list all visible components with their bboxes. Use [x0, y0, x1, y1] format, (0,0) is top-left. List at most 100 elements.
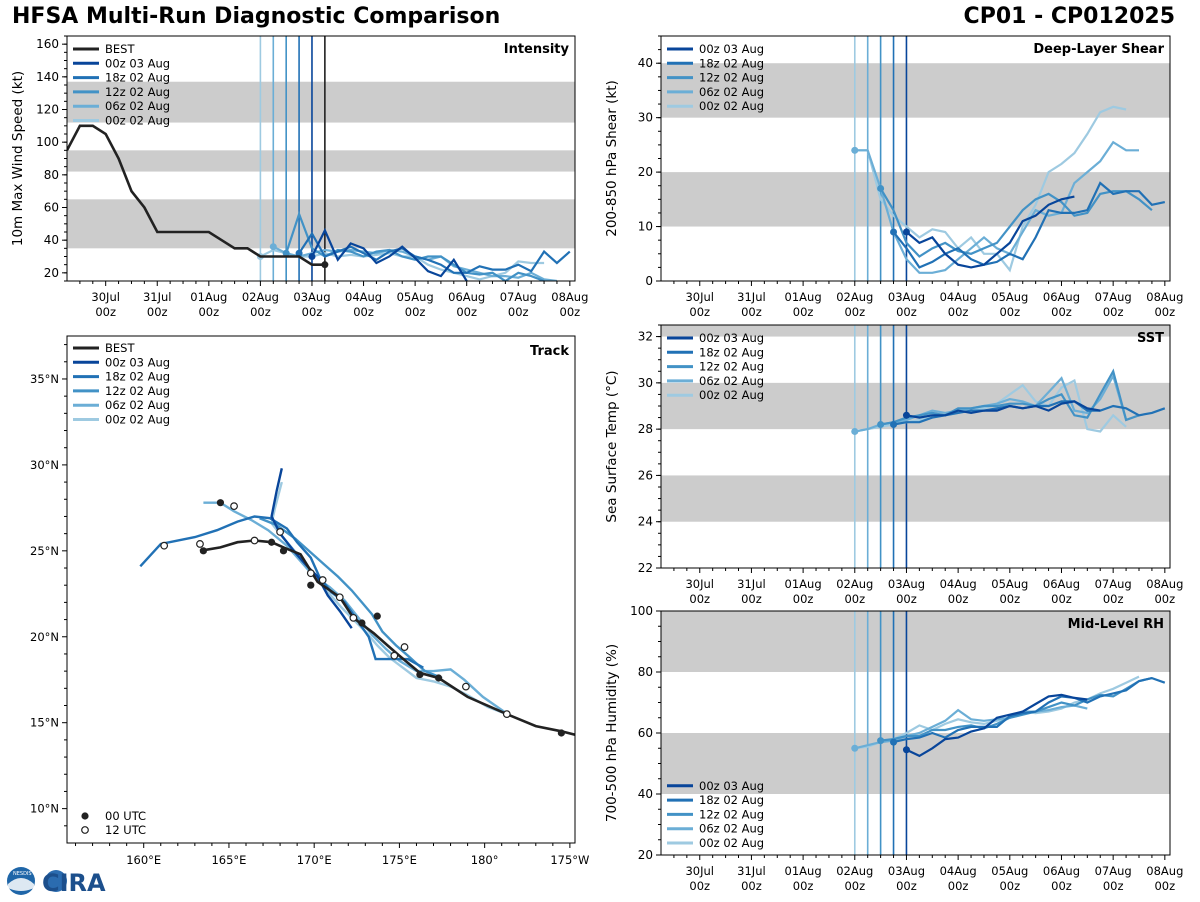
track-00utc-marker	[557, 729, 565, 737]
legend-label: 00z 02 Aug	[105, 114, 170, 128]
x-tick-label: 00z	[1103, 592, 1124, 606]
x-tick-label: 170°E	[297, 853, 332, 867]
series-group	[851, 368, 1166, 435]
x-tick-label: 31Jul	[737, 864, 766, 878]
y-axis-label: 10m Max Wind Speed (kt)	[10, 71, 26, 246]
track-line	[270, 481, 508, 716]
x-tick-label: 30Jul	[685, 864, 714, 878]
legend-label: 00z 03 Aug	[699, 331, 764, 345]
series-line	[892, 181, 1166, 269]
x-tick-label: 08Aug	[1146, 290, 1183, 304]
x-tick-label: 00z	[456, 305, 477, 319]
x-tick-label: 30Jul	[685, 577, 714, 591]
legend-label: 06z 02 Aug	[699, 374, 764, 388]
y-tick-label: 120	[36, 103, 59, 117]
x-tick-label: 30Jul	[91, 290, 120, 304]
x-tick-label: 00z	[793, 592, 814, 606]
y-tick-label: 10°N	[30, 802, 59, 816]
legend-label: 06z 02 Aug	[105, 398, 170, 412]
axes-frame	[66, 335, 576, 844]
x-tick-label: 00z	[793, 879, 814, 893]
x-tick-label: 00z	[844, 305, 865, 319]
legend-label: BEST	[105, 341, 135, 355]
x-tick-label: 02Aug	[836, 864, 873, 878]
y-tick-label: 30	[638, 376, 653, 390]
y-tick-label: 20	[638, 165, 653, 179]
panel-intensity: 2040608010012014016030Jul00z31Jul00z01Au…	[10, 35, 588, 319]
x-tick-label: 01Aug	[190, 290, 227, 304]
y-tick-label: 160	[36, 37, 59, 51]
track-00utc-marker	[279, 547, 288, 555]
track-00utc-marker	[416, 670, 424, 679]
series-line	[311, 227, 468, 281]
series-line	[906, 400, 1101, 419]
track-00utc-marker	[358, 619, 366, 627]
series-line	[854, 105, 1127, 273]
x-tick-label: 00z	[844, 879, 865, 893]
series-group	[851, 675, 1166, 758]
legend-12utc-marker	[81, 826, 89, 834]
series-start-marker	[890, 228, 898, 236]
x-tick-label: 00z	[999, 879, 1020, 893]
track-12utc-marker	[160, 541, 169, 550]
y-tick-label: 24	[638, 515, 653, 529]
y-tick-label: 30°N	[30, 458, 59, 472]
x-tick-label: 06Aug	[448, 290, 485, 304]
panel-rh: 2040608010030Jul00z31Jul00z01Aug00z02Aug…	[604, 604, 1183, 893]
series-start-marker	[851, 146, 859, 154]
x-tick-label: 07Aug	[1095, 290, 1132, 304]
y-tick-label: 40	[638, 56, 653, 70]
x-tick-label: 00z	[896, 305, 917, 319]
panel-title: Intensity	[504, 42, 570, 57]
panel-title: Mid-Level RH	[1068, 617, 1164, 632]
series-start-marker	[851, 744, 859, 752]
y-tick-label: 35°N	[30, 372, 59, 386]
band-0	[661, 733, 1170, 794]
x-tick-label: 03Aug	[888, 577, 925, 591]
track-12utc-marker	[306, 569, 315, 578]
x-tick-label: 05Aug	[397, 290, 434, 304]
legend-label: 18z 02 Aug	[105, 71, 170, 85]
track-12utc-marker	[461, 682, 470, 691]
x-tick-label: 31Jul	[737, 290, 766, 304]
y-tick-label: 22	[638, 561, 653, 575]
track-00utc-marker	[216, 499, 225, 507]
y-tick-label: 40	[638, 787, 653, 801]
logo-cira-text: CIRA	[42, 869, 106, 897]
track-12utc-marker	[502, 710, 511, 719]
legend-label: 12z 02 Aug	[105, 85, 170, 99]
x-tick-label: 00z	[250, 305, 271, 319]
y-tick-label: 20	[638, 848, 653, 862]
track-line	[139, 515, 424, 669]
x-tick-label: 07Aug	[1095, 864, 1132, 878]
series-start-marker	[877, 421, 885, 429]
x-tick-label: 00z	[948, 592, 969, 606]
x-tick-label: 01Aug	[785, 864, 822, 878]
series-line	[905, 195, 1075, 269]
track-00utc-marker	[307, 581, 315, 589]
legend-label: 18z 02 Aug	[105, 370, 170, 384]
series-start-marker	[269, 243, 277, 251]
x-tick-label: 01Aug	[785, 577, 822, 591]
track-00utc-marker	[267, 538, 276, 546]
x-tick-label: 00z	[741, 592, 762, 606]
band-1	[67, 150, 575, 172]
y-tick-label: 80	[638, 665, 653, 679]
track-12utc-marker	[230, 502, 238, 511]
y-tick-label: 80	[44, 168, 59, 182]
series-start-marker	[877, 184, 885, 192]
band-2	[661, 325, 1170, 337]
series-start-marker	[295, 249, 303, 257]
y-axis-label: Sea Surface Temp (°C)	[604, 370, 620, 522]
legend-label: 12z 02 Aug	[699, 360, 764, 374]
series-start-marker	[877, 737, 885, 745]
track-00utc-marker	[373, 612, 381, 620]
series-start-marker	[902, 746, 910, 754]
y-tick-label: 0	[645, 274, 653, 288]
x-tick-label: 00z	[405, 305, 426, 319]
x-tick-label: 00z	[1154, 879, 1175, 893]
x-tick-label: 08Aug	[551, 290, 588, 304]
x-tick-label: 00z	[793, 305, 814, 319]
legend-label: 00z 02 Aug	[699, 99, 764, 113]
series-start-marker	[851, 427, 859, 435]
